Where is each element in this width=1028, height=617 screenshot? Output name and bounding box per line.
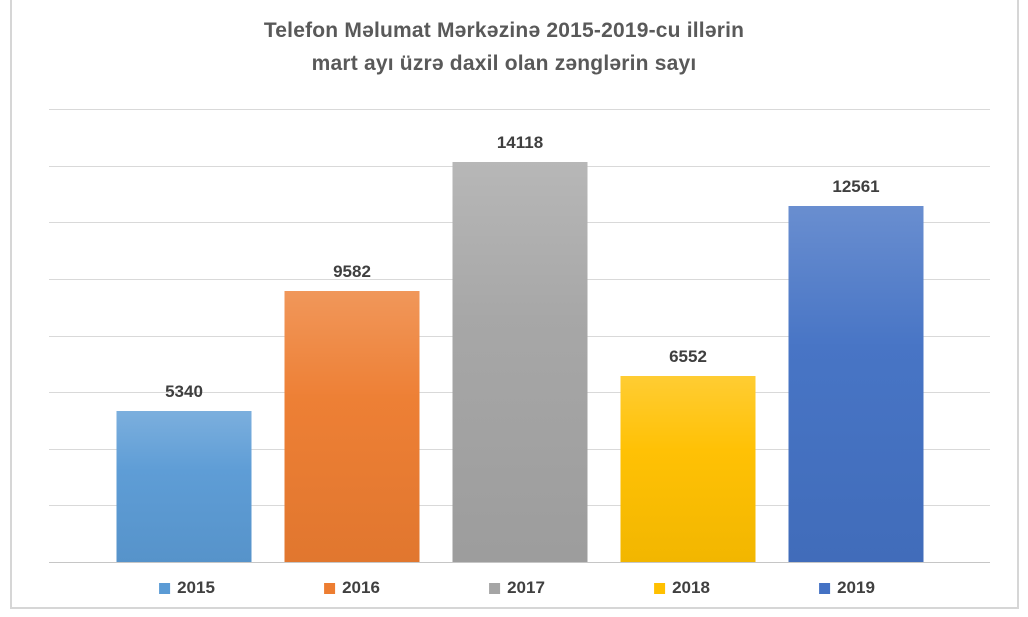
x-axis-line [49,562,990,563]
bar-2016 [284,291,420,562]
bar-value-label-2015: 5340 [165,382,203,401]
chart-title: Telefon Məlumat Mərkəzinə 2015-2019-cu i… [0,14,1008,80]
chart-frame [10,0,1019,609]
plot-area: 5340 9582 14118 6552 12561 [49,109,990,563]
bar-value-label-2016: 9582 [333,262,371,281]
legend-swatch-icon-2017 [489,582,501,594]
legend-swatch-icon-2018 [654,582,666,594]
legend-item-2015: 2015 [159,578,215,598]
legend-item-2018: 2018 [654,578,710,598]
legend-swatch-icon-2016 [324,582,336,594]
legend-item-2019: 2019 [819,578,875,598]
gridline [49,109,990,110]
bar-value-label-2019: 12561 [832,177,880,196]
bar-value-label-2018: 6552 [669,347,707,366]
legend-item-2017: 2017 [489,578,545,598]
chart-title-line-2: mart ayı üzrə daxil olan zənglərin sayı [311,52,697,75]
legend-label-2015: 2015 [177,578,215,597]
legend-item-2016: 2016 [324,578,380,598]
legend-label-2016: 2016 [342,578,380,597]
legend-label-2017: 2017 [507,578,545,597]
bar-value-label-2017: 14118 [496,133,544,152]
bar-2015 [116,411,252,562]
legend-swatch-icon-2019 [819,582,831,594]
legend-label-2019: 2019 [837,578,875,597]
legend-label-2018: 2018 [672,578,710,597]
legend-swatch-icon-2015 [159,582,171,594]
chart-title-line-1: Telefon Məlumat Mərkəzinə 2015-2019-cu i… [263,19,745,42]
bar-2017 [452,162,588,562]
bar-2019 [788,206,924,562]
legend: 2015 2016 2017 2018 2019 [0,578,1028,602]
bar-2018 [620,376,756,562]
